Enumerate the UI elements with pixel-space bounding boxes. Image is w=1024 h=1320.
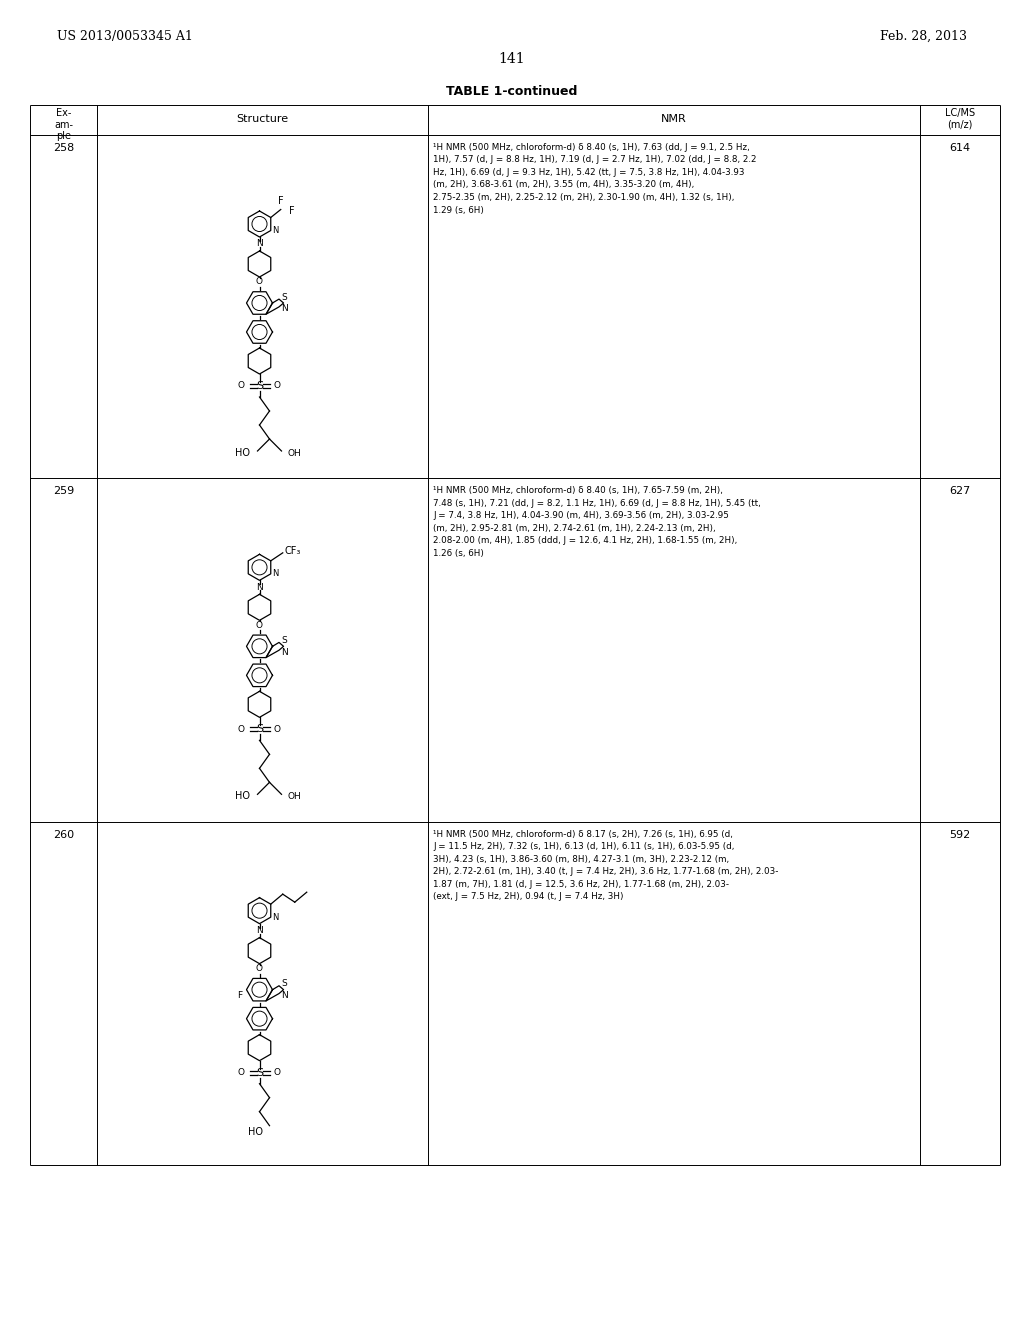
- Text: ¹H NMR (500 MHz, chloroform-d) δ 8.40 (s, 1H), 7.63 (dd, J = 9.1, 2.5 Hz,: ¹H NMR (500 MHz, chloroform-d) δ 8.40 (s…: [433, 143, 750, 152]
- Text: OH: OH: [288, 792, 301, 801]
- Text: O: O: [274, 725, 281, 734]
- Text: N: N: [272, 569, 279, 578]
- Text: F: F: [289, 206, 295, 215]
- Text: N: N: [281, 305, 288, 313]
- Text: 141: 141: [499, 51, 525, 66]
- Text: 592: 592: [949, 830, 971, 840]
- Text: HO: HO: [234, 447, 250, 458]
- Text: 627: 627: [949, 486, 971, 496]
- Text: 258: 258: [53, 143, 74, 153]
- Text: J = 7.4, 3.8 Hz, 1H), 4.04-3.90 (m, 4H), 3.69-3.56 (m, 2H), 3.03-2.95: J = 7.4, 3.8 Hz, 1H), 4.04-3.90 (m, 4H),…: [433, 511, 729, 520]
- Text: O: O: [256, 277, 263, 286]
- Text: S: S: [282, 293, 287, 301]
- Text: O: O: [238, 725, 245, 734]
- Text: O: O: [256, 620, 263, 630]
- Text: Feb. 28, 2013: Feb. 28, 2013: [880, 30, 967, 44]
- Text: O: O: [238, 1068, 245, 1077]
- Text: Ex-
am-
ple: Ex- am- ple: [54, 108, 73, 141]
- Text: N: N: [272, 226, 279, 235]
- Text: Hz, 1H), 6.69 (d, J = 9.3 Hz, 1H), 5.42 (tt, J = 7.5, 3.8 Hz, 1H), 4.04-3.93: Hz, 1H), 6.69 (d, J = 9.3 Hz, 1H), 5.42 …: [433, 168, 744, 177]
- Text: 1.29 (s, 6H): 1.29 (s, 6H): [433, 206, 484, 214]
- Text: O: O: [238, 381, 245, 391]
- Text: N: N: [272, 912, 279, 921]
- Text: 2.08-2.00 (m, 4H), 1.85 (ddd, J = 12.6, 4.1 Hz, 2H), 1.68-1.55 (m, 2H),: 2.08-2.00 (m, 4H), 1.85 (ddd, J = 12.6, …: [433, 536, 737, 545]
- Text: US 2013/0053345 A1: US 2013/0053345 A1: [57, 30, 193, 44]
- Text: OH: OH: [288, 449, 301, 458]
- Text: ¹H NMR (500 MHz, chloroform-d) δ 8.40 (s, 1H), 7.65-7.59 (m, 2H),: ¹H NMR (500 MHz, chloroform-d) δ 8.40 (s…: [433, 486, 723, 495]
- Text: O: O: [256, 964, 263, 973]
- Text: N: N: [256, 927, 263, 935]
- Text: S: S: [282, 636, 287, 645]
- Text: 259: 259: [53, 486, 74, 496]
- Text: F: F: [237, 991, 242, 1001]
- Text: N: N: [281, 991, 288, 1001]
- Text: 7.48 (s, 1H), 7.21 (dd, J = 8.2, 1.1 Hz, 1H), 6.69 (d, J = 8.8 Hz, 1H), 5.45 (tt: 7.48 (s, 1H), 7.21 (dd, J = 8.2, 1.1 Hz,…: [433, 499, 761, 508]
- Text: S: S: [282, 979, 287, 989]
- Text: S: S: [256, 381, 263, 391]
- Text: 614: 614: [949, 143, 971, 153]
- Text: (ext, J = 7.5 Hz, 2H), 0.94 (t, J = 7.4 Hz, 3H): (ext, J = 7.5 Hz, 2H), 0.94 (t, J = 7.4 …: [433, 892, 624, 902]
- Text: 3H), 4.23 (s, 1H), 3.86-3.60 (m, 8H), 4.27-3.1 (m, 3H), 2.23-2.12 (m,: 3H), 4.23 (s, 1H), 3.86-3.60 (m, 8H), 4.…: [433, 854, 729, 863]
- Text: J = 11.5 Hz, 2H), 7.32 (s, 1H), 6.13 (d, 1H), 6.11 (s, 1H), 6.03-5.95 (d,: J = 11.5 Hz, 2H), 7.32 (s, 1H), 6.13 (d,…: [433, 842, 734, 851]
- Text: (m, 2H), 2.95-2.81 (m, 2H), 2.74-2.61 (m, 1H), 2.24-2.13 (m, 2H),: (m, 2H), 2.95-2.81 (m, 2H), 2.74-2.61 (m…: [433, 524, 716, 533]
- Text: Structure: Structure: [237, 114, 289, 124]
- Text: O: O: [274, 381, 281, 391]
- Text: (m, 2H), 3.68-3.61 (m, 2H), 3.55 (m, 4H), 3.35-3.20 (m, 4H),: (m, 2H), 3.68-3.61 (m, 2H), 3.55 (m, 4H)…: [433, 181, 694, 190]
- Text: 1.87 (m, 7H), 1.81 (d, J = 12.5, 3.6 Hz, 2H), 1.77-1.68 (m, 2H), 2.03-: 1.87 (m, 7H), 1.81 (d, J = 12.5, 3.6 Hz,…: [433, 879, 729, 888]
- Text: NMR: NMR: [662, 114, 687, 124]
- Text: 1.26 (s, 6H): 1.26 (s, 6H): [433, 549, 484, 558]
- Text: LC/MS
(m/z): LC/MS (m/z): [945, 108, 975, 129]
- Text: N: N: [281, 648, 288, 657]
- Text: ¹H NMR (500 MHz, chloroform-d) δ 8.17 (s, 2H), 7.26 (s, 1H), 6.95 (d,: ¹H NMR (500 MHz, chloroform-d) δ 8.17 (s…: [433, 830, 733, 838]
- Text: CF₃: CF₃: [285, 546, 301, 556]
- Text: 2H), 2.72-2.61 (m, 1H), 3.40 (t, J = 7.4 Hz, 2H), 3.6 Hz, 1.77-1.68 (m, 2H), 2.0: 2H), 2.72-2.61 (m, 1H), 3.40 (t, J = 7.4…: [433, 867, 778, 876]
- Text: 2.75-2.35 (m, 2H), 2.25-2.12 (m, 2H), 2.30-1.90 (m, 4H), 1.32 (s, 1H),: 2.75-2.35 (m, 2H), 2.25-2.12 (m, 2H), 2.…: [433, 193, 734, 202]
- Text: 260: 260: [53, 830, 74, 840]
- Text: HO: HO: [248, 1127, 263, 1137]
- Text: F: F: [278, 195, 284, 206]
- Text: 1H), 7.57 (d, J = 8.8 Hz, 1H), 7.19 (d, J = 2.7 Hz, 1H), 7.02 (dd, J = 8.8, 2.2: 1H), 7.57 (d, J = 8.8 Hz, 1H), 7.19 (d, …: [433, 156, 757, 165]
- Text: S: S: [256, 725, 263, 734]
- Text: TABLE 1-continued: TABLE 1-continued: [446, 84, 578, 98]
- Text: S: S: [256, 1068, 263, 1077]
- Text: N: N: [256, 583, 263, 591]
- Text: HO: HO: [234, 791, 250, 801]
- Text: N: N: [256, 239, 263, 248]
- Text: O: O: [274, 1068, 281, 1077]
